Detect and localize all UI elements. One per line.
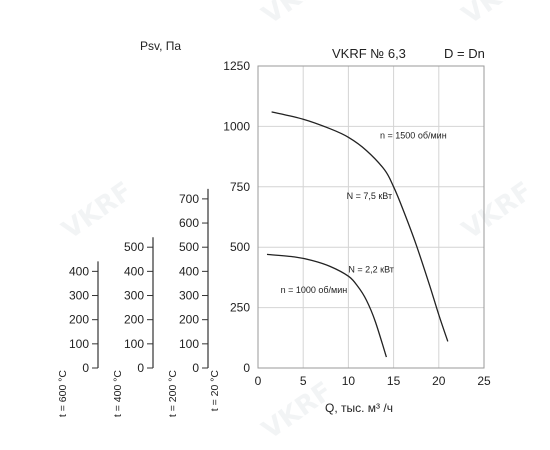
x-tick-label: 15 xyxy=(387,374,401,388)
x-tick-label: 20 xyxy=(432,374,446,388)
y-tick-label: 1250 xyxy=(223,59,250,73)
series-line xyxy=(271,111,449,342)
annotation-label: N = 7,5 кВт xyxy=(347,191,393,201)
axis-tick-label: 0 xyxy=(243,361,250,375)
y-tick-label: 250 xyxy=(230,301,250,315)
axis-tick-label: 700 xyxy=(179,192,199,206)
extra-axes: 0 100 200 300 400 t = 600 °C 0 100 200 300 400 500 t… xyxy=(57,188,250,418)
grid xyxy=(257,65,485,368)
plot-border xyxy=(257,65,485,369)
svg-text:VKRF: VKRF xyxy=(57,176,138,245)
watermark: VKRF VKRF VKRF VKRF VKRF xyxy=(57,0,538,446)
axis-tick-label: 100 xyxy=(179,337,199,351)
chart-subtitle: D = Dn xyxy=(444,46,485,61)
y-tick-labels: 250 500 750 1000 1250 xyxy=(223,59,250,315)
axis-tick-label: 300 xyxy=(69,289,89,303)
svg-text:VKRF: VKRF xyxy=(457,0,538,31)
x-tick-label: 5 xyxy=(300,374,307,388)
axis-tick-label: 0 xyxy=(192,361,199,375)
axis-tick-label: 200 xyxy=(124,313,144,327)
x-axis-label: Q, тыс. м³ /ч xyxy=(325,401,393,415)
temperature-axis: 0 100 200 300 400 500 t = 400 °C xyxy=(112,237,154,418)
x-tick-label: 0 xyxy=(255,374,262,388)
series-line xyxy=(266,253,388,358)
y-tick-label: 750 xyxy=(230,180,250,194)
temperature-axis: 0 100 200 300 400 t = 600 °C xyxy=(57,261,99,418)
axis-tick-label: 0 xyxy=(137,361,144,375)
axis-tick-label: 100 xyxy=(69,337,89,351)
axis-tick-label: 200 xyxy=(179,313,199,327)
temperature-axis: 0 100 200 300 400 500 600 700 t = 200 °C xyxy=(167,188,209,418)
axis-tick-label: 400 xyxy=(124,264,144,278)
svg-text:VKRF: VKRF xyxy=(257,0,338,31)
axis-tick-label: 200 xyxy=(69,313,89,327)
series-lines xyxy=(266,111,449,358)
y-axis-label: Psv, Па xyxy=(140,39,181,53)
y-tick-label: 500 xyxy=(230,240,250,254)
axis-tick-label: 300 xyxy=(124,289,144,303)
x-tick-labels: 0 5 10 15 20 25 xyxy=(255,374,491,388)
axis-tick-label: 500 xyxy=(179,240,199,254)
axis-tick-label: 100 xyxy=(124,337,144,351)
temperature-axis-label: t = 400 °C xyxy=(112,370,124,418)
temperature-axis-label: t = 600 °C xyxy=(57,370,69,418)
temperature-axis-label: t = 20 °C xyxy=(209,370,221,412)
x-tick-label: 25 xyxy=(477,374,491,388)
axis-tick-label: 600 xyxy=(179,216,199,230)
annotation-label: N = 2,2 кВт xyxy=(348,265,394,275)
x-tick-label: 10 xyxy=(342,374,356,388)
axis-tick-label: 400 xyxy=(179,264,199,278)
y-tick-label: 1000 xyxy=(223,119,250,133)
temperature-axis-label: t = 200 °C xyxy=(167,370,179,418)
chart-title: VKRF № 6,3 xyxy=(332,46,406,61)
temperature-axis: 0 t = 20 °C xyxy=(209,361,250,411)
axis-tick-label: 400 xyxy=(69,264,89,278)
annotation-label: n = 1500 об/мин xyxy=(380,130,447,140)
plot-frame xyxy=(257,65,485,369)
axis-tick-label: 300 xyxy=(179,289,199,303)
axis-tick-label: 500 xyxy=(124,240,144,254)
annotation-label: n = 1000 об/мин xyxy=(281,285,348,295)
axis-tick-label: 0 xyxy=(82,361,89,375)
